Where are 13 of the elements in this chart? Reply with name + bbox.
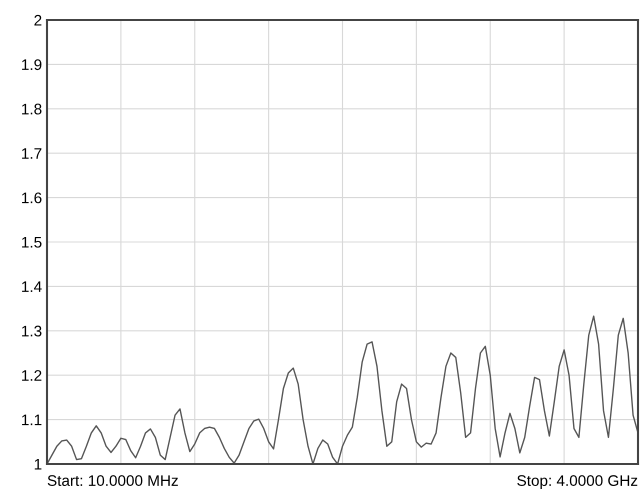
y-tick-label: 1.7 [22,148,42,159]
y-tick-label: 1 [34,459,42,470]
y-tick-label: 1.6 [22,192,42,204]
y-tick-label: 2 [34,14,42,26]
text: Stop: 4.0000 GHz [517,475,638,489]
y-tick-label: 1.8 [22,104,42,114]
y-tick-label: 1.1 [22,414,42,426]
y-tick-label: 1.5 [22,237,42,248]
y-tick-label: 1.9 [22,59,42,70]
y-tick-label: 1.2 [22,370,42,381]
text: Start: 10.0000 MHz [48,475,178,486]
y-tick-label: 1.3 [22,326,42,336]
y-tick-label: 1.4 [22,281,42,292]
